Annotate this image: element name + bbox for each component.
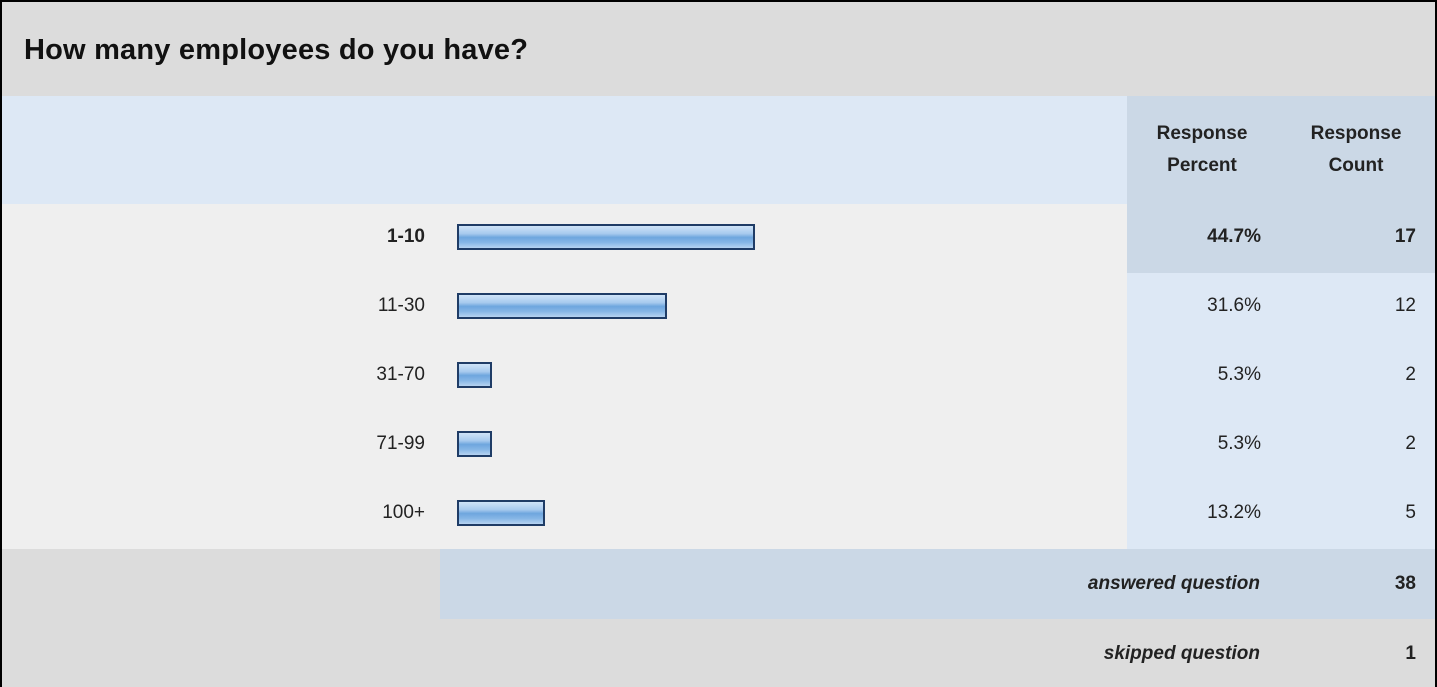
header-columns-bg — [1127, 96, 1435, 204]
response-percent-value: 31.6% — [1207, 295, 1261, 316]
response-bar — [457, 431, 492, 457]
table-header-row: Response Percent Response Count — [2, 96, 1435, 204]
response-bar — [457, 362, 492, 388]
response-percent-header-line2: Percent — [1167, 155, 1237, 176]
response-count-header-line2: Count — [1328, 155, 1384, 176]
row-data-cell-bg — [1127, 411, 1435, 480]
response-bar — [457, 500, 545, 526]
table-row: 31-70 5.3% 2 — [2, 342, 1435, 411]
table-row: 11-30 31.6% 12 — [2, 273, 1435, 342]
response-rows: 1-10 44.7% 17 11-30 31.6% 12 31-70 5.3% 2 71-99 5.… — [2, 204, 1435, 549]
response-bar — [457, 293, 667, 319]
row-data-cell-bg — [1127, 273, 1435, 342]
answered-question-value: 38 — [1394, 573, 1416, 594]
response-count-value: 17 — [1394, 226, 1416, 247]
skipped-question-value: 1 — [1405, 643, 1416, 664]
category-label: 71-99 — [376, 433, 425, 454]
response-count-header-line1: Response — [1310, 123, 1402, 144]
table-row: 100+ 13.2% 5 — [2, 480, 1435, 549]
response-percent-header: Response Percent — [1132, 118, 1272, 182]
table-row: 1-10 44.7% 17 — [2, 204, 1435, 273]
row-data-cell-bg — [1127, 204, 1435, 273]
response-percent-header-line1: Response — [1156, 123, 1248, 144]
table-row: 71-99 5.3% 2 — [2, 411, 1435, 480]
response-count-value: 2 — [1405, 433, 1416, 454]
row-data-cell-bg — [1127, 342, 1435, 411]
response-count-value: 12 — [1394, 295, 1416, 316]
category-label: 31-70 — [376, 364, 425, 385]
answered-question-label: answered question — [1087, 573, 1260, 594]
question-title: How many employees do you have? — [24, 34, 529, 66]
category-label: 100+ — [382, 502, 425, 523]
skipped-question-row: skipped question 1 — [2, 619, 1435, 687]
response-count-value: 2 — [1405, 364, 1416, 385]
response-count-value: 5 — [1405, 502, 1416, 523]
response-count-header: Response Count — [1282, 118, 1430, 182]
skipped-question-label: skipped question — [1103, 643, 1260, 664]
response-percent-value: 5.3% — [1217, 433, 1261, 454]
row-data-cell-bg — [1127, 480, 1435, 549]
response-percent-value: 13.2% — [1207, 502, 1261, 523]
question-title-bar: How many employees do you have? — [2, 2, 1435, 96]
response-percent-value: 44.7% — [1207, 226, 1261, 247]
response-bar — [457, 224, 755, 250]
category-label: 11-30 — [377, 295, 425, 316]
response-percent-value: 5.3% — [1217, 364, 1261, 385]
answered-question-bg — [440, 549, 1435, 619]
category-label: 1-10 — [386, 226, 425, 247]
answered-question-row: answered question 38 — [2, 549, 1435, 619]
